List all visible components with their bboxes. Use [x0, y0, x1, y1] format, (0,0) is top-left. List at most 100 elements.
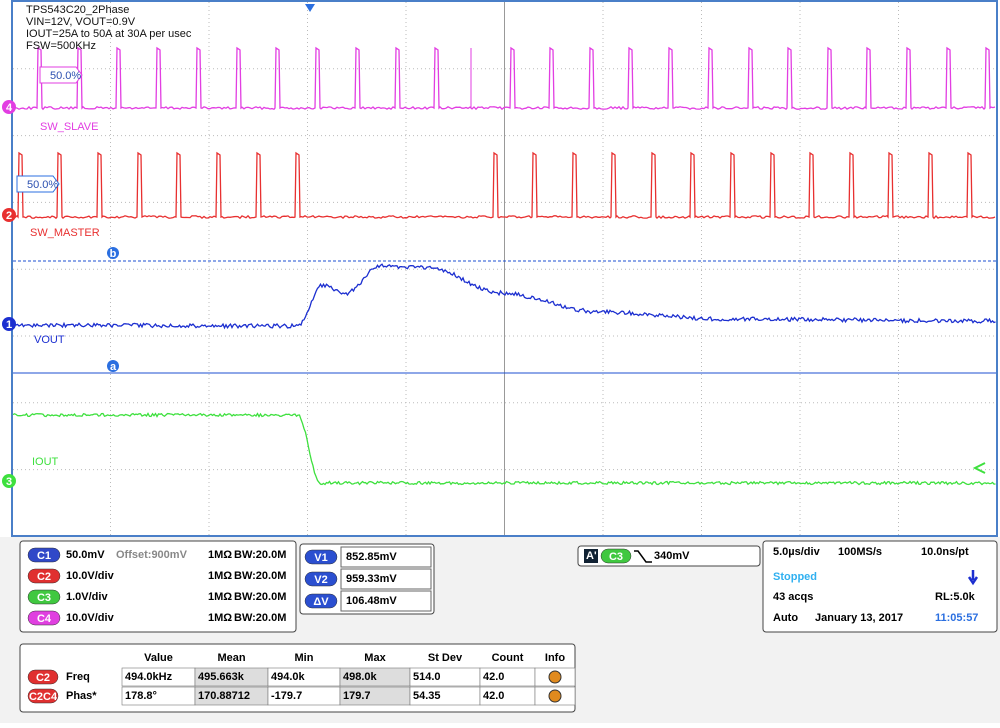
channel-label: IOUT — [32, 456, 59, 468]
channel-marker-label: 3 — [6, 476, 12, 488]
timebase-rate: 100MS/s — [838, 546, 882, 558]
annotation: VIN=12V, VOUT=0.9V — [26, 16, 136, 28]
measurement-name: Phas* — [66, 690, 97, 702]
cursor-badge — [304, 593, 338, 609]
channel-label: VOUT — [34, 334, 65, 346]
iout-trace — [12, 412, 996, 486]
measurement-header: Value — [144, 652, 173, 664]
measurement-value: 494.0kHz — [125, 671, 173, 683]
cursor-badge-label: V1 — [314, 552, 327, 564]
cursor-marker-label: a — [110, 361, 117, 373]
channel-marker — [2, 208, 16, 222]
channel-marker — [2, 474, 16, 488]
channel-badge — [27, 547, 61, 563]
annotation: IOUT=25A to 50A at 30A per usec — [26, 28, 192, 40]
level-flag-label: 50.0% — [50, 70, 81, 82]
trigger-source-box — [584, 549, 598, 563]
run-indicator — [967, 570, 979, 586]
trigger-level — [972, 462, 986, 474]
channel-impedance: 1MΩ — [208, 612, 232, 624]
measurement-header: St Dev — [428, 652, 463, 664]
info-icon — [548, 689, 562, 703]
measurement-badge-label: C2C4 — [29, 691, 58, 703]
trigger-source: A' — [586, 550, 597, 562]
cursor-badge — [304, 549, 338, 565]
trigger-slope — [634, 550, 652, 563]
channel-scale: 10.0V/div — [66, 612, 115, 624]
channel-badge — [27, 610, 61, 626]
cursor-value: 852.85mV — [346, 551, 397, 563]
measurement-value: 42.0 — [483, 671, 504, 683]
annotation: FSW=500KHz — [26, 40, 96, 52]
sw-slave-trace — [12, 46, 996, 111]
channel-badge-label: C4 — [37, 613, 52, 625]
timebase-state: Stopped — [773, 571, 817, 583]
timebase-acquisitions: 43 acqs — [773, 591, 813, 603]
sw-master-trace — [12, 151, 996, 220]
cursor-marker — [107, 247, 119, 259]
timebase-record_length: RL:5.0k — [935, 591, 976, 603]
cursor-badge-label: V2 — [314, 574, 327, 586]
channel-marker-label: 4 — [6, 102, 13, 114]
level-flag-label: 50.0% — [27, 179, 58, 191]
channel-scale: 10.0V/div — [66, 570, 115, 582]
measurement-value: 498.0k — [343, 671, 378, 683]
channel-bandwidth: BW:20.0M — [234, 591, 286, 603]
measurement-value: 494.0k — [271, 671, 306, 683]
channel-scale: 50.0mV — [66, 549, 105, 561]
timebase-mode: Auto — [773, 612, 798, 624]
measurement-value: 42.0 — [483, 690, 504, 702]
cursor-value: 959.33mV — [346, 573, 397, 585]
level-flag — [16, 175, 60, 193]
channel-badge-label: C3 — [37, 592, 51, 604]
channel-badge — [27, 589, 61, 605]
measurement-header: Info — [545, 652, 565, 664]
measurement-header: Mean — [217, 652, 245, 664]
measurement-value: 514.0 — [413, 671, 441, 683]
measurement-header: Min — [295, 652, 314, 664]
measurement-value: 178.8° — [125, 690, 157, 702]
cursor-value: 106.48mV — [346, 595, 397, 607]
timebase-time: 11:05:57 — [935, 612, 978, 624]
vout-trace — [12, 263, 996, 330]
channel-label: SW_SLAVE — [40, 121, 99, 133]
channel-badge-label: C1 — [37, 550, 51, 562]
measurement-badge — [27, 669, 59, 685]
measurement-value: 54.35 — [413, 690, 441, 702]
channel-bandwidth: BW:20.0M — [234, 570, 286, 582]
cursor-marker-label: b — [110, 248, 117, 260]
channel-offset: Offset:900mV — [116, 549, 188, 561]
timebase-resolution: 10.0ns/pt — [921, 546, 969, 558]
cursor-badge-label: ΔV — [313, 596, 329, 608]
trigger-channel-label: C3 — [609, 551, 623, 563]
measurement-header: Max — [364, 652, 386, 664]
measurement-value: 170.88712 — [198, 690, 250, 702]
trigger-channel — [600, 548, 632, 564]
cursor-badge — [304, 571, 338, 587]
level-flag — [39, 66, 83, 84]
channel-bandwidth: BW:20.0M — [234, 612, 286, 624]
timebase-date: January 13, 2017 — [815, 612, 903, 624]
measurement-value: -179.7 — [271, 690, 302, 702]
timebase-scale: 5.0µs/div — [773, 546, 821, 558]
measurement-name: Freq — [66, 671, 90, 683]
trigger-level: 340mV — [654, 550, 690, 562]
measurement-value: 179.7 — [343, 690, 371, 702]
channel-marker — [2, 100, 16, 114]
cursor-cell — [340, 590, 432, 612]
channel-impedance: 1MΩ — [208, 591, 232, 603]
channel-box — [19, 540, 297, 633]
cursor-marker — [107, 360, 119, 372]
channel-impedance: 1MΩ — [208, 570, 232, 582]
channel-scale: 1.0V/div — [66, 591, 108, 603]
measurement-header: Count — [492, 652, 524, 664]
trigger-position — [305, 4, 315, 12]
measurement-badge — [27, 688, 59, 704]
channel-marker-label: 1 — [6, 319, 12, 331]
cursor-cell — [340, 568, 432, 590]
timebase-box — [762, 540, 998, 633]
channel-badge — [27, 568, 61, 584]
measurement-badge-label: C2 — [36, 672, 50, 684]
measurement-value: 495.663k — [198, 671, 245, 683]
